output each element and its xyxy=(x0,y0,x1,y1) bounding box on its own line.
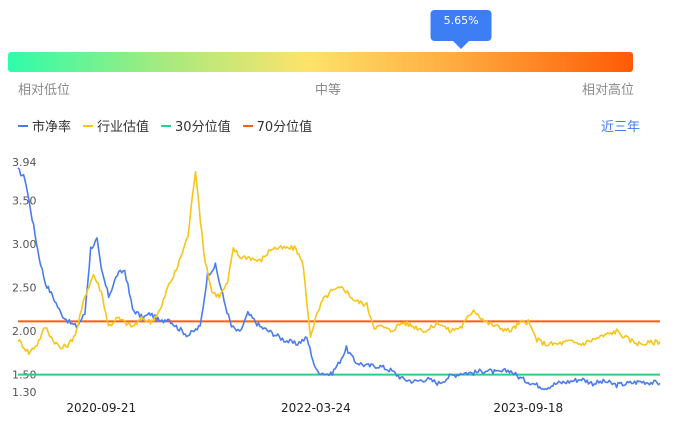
percentile-bubble: 5.65% xyxy=(430,10,492,41)
legend-label-p70: 70分位值 xyxy=(256,120,313,135)
time-range-selector[interactable]: 近三年 xyxy=(600,120,640,135)
scale-mid-label: 中等 xyxy=(315,83,342,98)
percentile-bubble-pointer xyxy=(453,41,470,49)
legend-label-p30: 30分位值 xyxy=(175,120,231,135)
y-tick-label: 2.00 xyxy=(12,325,37,338)
x-tick-label: 2023-09-18 xyxy=(493,401,563,415)
x-tick-label: 2022-03-24 xyxy=(281,401,351,415)
scale-high-label: 相对高位 xyxy=(582,83,635,98)
legend-item-p70[interactable]: 70分位值 xyxy=(242,116,313,135)
x-tick-label: 2020-09-21 xyxy=(66,401,136,415)
y-tick-label: 3.00 xyxy=(12,238,37,251)
series-line-industry xyxy=(17,171,661,356)
legend-item-p30[interactable]: 30分位值 xyxy=(161,116,231,135)
series-line-pb xyxy=(17,167,661,391)
valuation-gradient-bar xyxy=(8,52,633,72)
y-tick-label: 2.50 xyxy=(12,281,37,294)
y-tick-label: 3.50 xyxy=(12,194,37,207)
legend-swatch-industry xyxy=(83,124,94,127)
legend-swatch-pb xyxy=(18,124,28,127)
legend-swatch-p70 xyxy=(242,124,253,127)
legend-swatch-p30 xyxy=(161,124,172,127)
legend-label-industry: 行业估值 xyxy=(97,120,150,135)
legend-item-pb[interactable]: 市净率 xyxy=(18,116,71,135)
y-tick-label: 3.94 xyxy=(12,156,37,169)
legend-label-pb: 市净率 xyxy=(32,120,72,135)
chart-legend: 市净率 行业估值 30分位值 70分位值 xyxy=(18,116,312,135)
y-tick-label: 1.30 xyxy=(12,386,37,399)
legend-item-industry[interactable]: 行业估值 xyxy=(83,116,149,135)
scale-low-label: 相对低位 xyxy=(18,83,71,98)
